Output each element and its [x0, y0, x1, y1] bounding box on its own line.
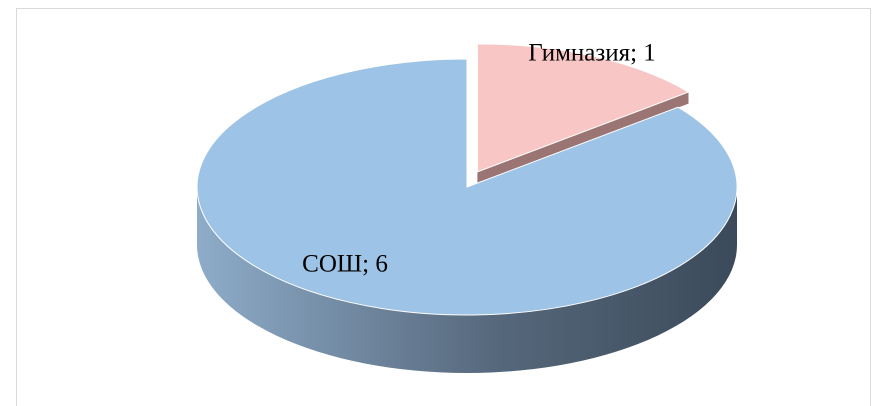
data-label: Гимназия; 1 [528, 40, 656, 67]
data-label: СОШ; 6 [302, 251, 388, 278]
slice-side [197, 187, 737, 373]
slice [476, 43, 690, 173]
plot: Гимназия; 1 СОШ; 6 [196, 40, 738, 373]
slice [196, 58, 738, 316]
slice-side [477, 92, 689, 184]
